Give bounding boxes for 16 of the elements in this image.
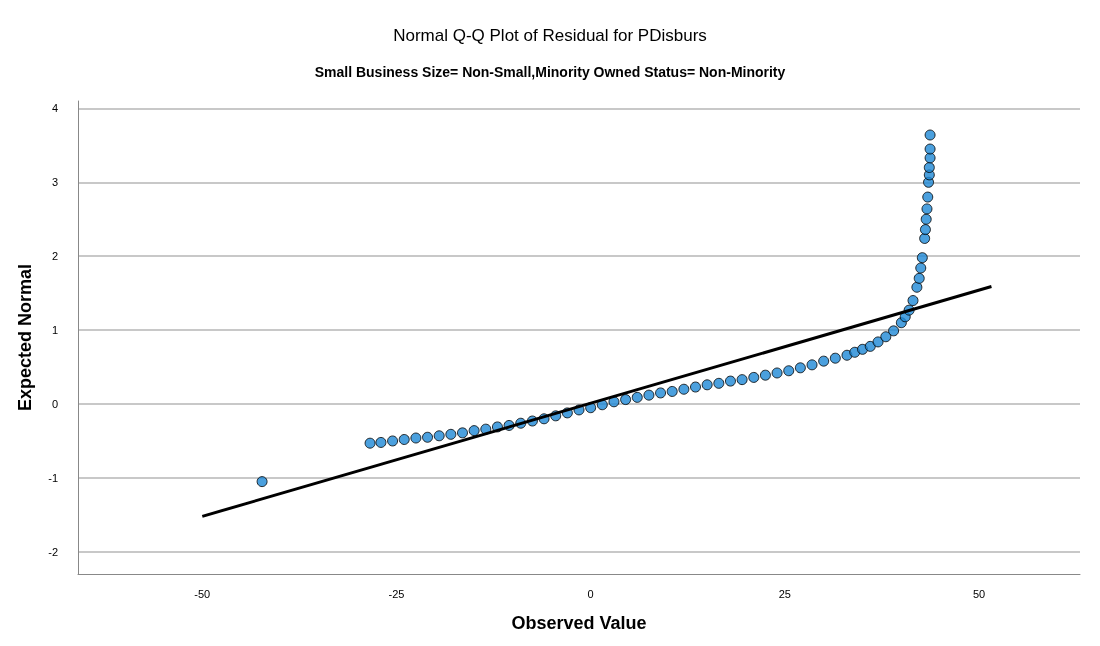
chart-title: Normal Q-Q Plot of Residual for PDisburs bbox=[393, 26, 707, 45]
x-tick-label: 0 bbox=[587, 587, 594, 600]
x-tick-label: -25 bbox=[388, 587, 405, 600]
y-tick-label: 0 bbox=[51, 398, 58, 411]
y-tick-label: 4 bbox=[51, 102, 58, 115]
x-tick-label: 25 bbox=[778, 587, 791, 600]
y-tick-label: -1 bbox=[48, 471, 58, 484]
y-tick-label: 1 bbox=[51, 324, 58, 337]
x-tick-label: 50 bbox=[972, 587, 986, 600]
x-tick-label: -50 bbox=[194, 587, 211, 600]
y-tick-label: 3 bbox=[51, 176, 58, 189]
chart-subtitle: Small Business Size= Non-Small,Minority Owned Status= Non-Minority bbox=[314, 64, 786, 80]
y-tick-label: 2 bbox=[51, 250, 58, 263]
x-axis-title: Observed Value bbox=[511, 613, 647, 633]
y-axis-title: Expected Normal bbox=[15, 263, 35, 412]
y-tick-label: -2 bbox=[48, 545, 58, 558]
